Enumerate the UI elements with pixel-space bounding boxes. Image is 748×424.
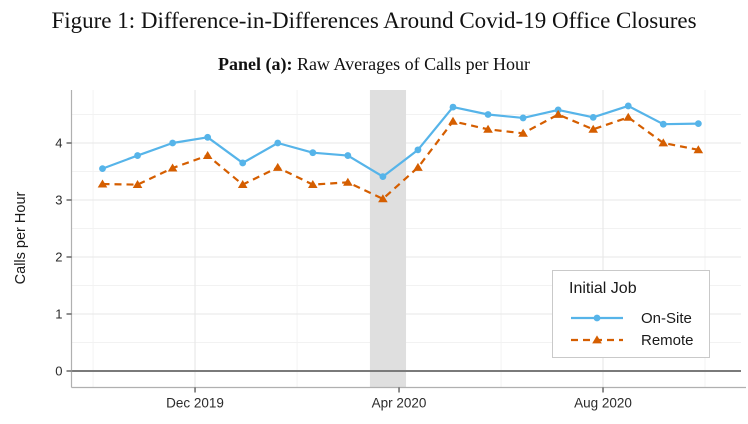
onsite-point <box>309 149 317 157</box>
legend-label-remote: Remote <box>641 331 694 349</box>
remote-point <box>413 162 423 171</box>
onsite-point <box>659 120 667 128</box>
onsite-point <box>344 152 352 159</box>
legend-label-onsite: On-Site <box>641 309 692 327</box>
legend-title: Initial Job <box>569 280 637 297</box>
legend: Initial Job On-Site Remote <box>552 270 710 358</box>
legend-entry-onsite: On-Site <box>569 308 692 328</box>
panel-label: Panel (a): <box>217 54 293 74</box>
onsite-point <box>204 133 212 141</box>
onsite-point <box>274 139 282 147</box>
remote-point <box>132 180 143 189</box>
remote-point <box>518 128 528 137</box>
onsite-point <box>449 103 457 111</box>
remote-line <box>102 113 699 200</box>
y-tick-label: 0 <box>55 364 62 379</box>
y-tick-label: 3 <box>55 193 62 208</box>
remote-point <box>308 180 318 189</box>
y-tick-label: 4 <box>55 136 62 151</box>
figure-title: Figure 1: Difference-in-Differences Arou… <box>51 8 697 33</box>
x-tick-label: Apr 2020 <box>372 396 427 411</box>
remote-point <box>202 150 213 159</box>
onsite-point <box>589 113 597 121</box>
remote-point <box>693 145 704 154</box>
panel-subtitle: Raw Averages of Calls per Hour <box>292 54 531 74</box>
y-tick-label: 1 <box>55 307 62 322</box>
panel-title: Panel (a): Raw Averages of Calls per Hou… <box>0 54 748 75</box>
remote-point <box>97 179 108 188</box>
remote-key-icon <box>571 335 623 344</box>
onsite-key-icon <box>571 314 623 322</box>
remote-point <box>623 112 634 121</box>
remote-point <box>378 194 388 203</box>
remote-point <box>483 124 493 133</box>
onsite-point <box>484 111 492 118</box>
remote-point <box>237 180 248 189</box>
onsite-point <box>414 146 422 154</box>
onsite-line <box>102 104 699 178</box>
remote-point <box>588 124 598 133</box>
legend-entry-remote: Remote <box>569 330 694 350</box>
remote-point <box>343 177 353 186</box>
x-tick-label: Dec 2019 <box>166 396 224 411</box>
remote-point <box>448 116 458 125</box>
remote-point <box>553 109 563 118</box>
onsite-point <box>519 114 527 122</box>
onsite-point <box>169 139 177 147</box>
onsite-point <box>694 120 702 128</box>
y-tick-label: 2 <box>55 250 62 265</box>
remote-point <box>272 162 283 171</box>
onsite-point <box>379 173 387 181</box>
onsite-point <box>134 152 141 159</box>
remote-point <box>658 138 669 147</box>
onsite-point <box>239 159 247 167</box>
covid-closure-band <box>369 90 407 388</box>
onsite-point <box>624 102 632 110</box>
x-tick-label: Aug 2020 <box>574 396 632 411</box>
remote-point <box>167 163 178 172</box>
y-axis-title: Calls per Hour <box>13 191 29 284</box>
onsite-point <box>99 165 106 173</box>
